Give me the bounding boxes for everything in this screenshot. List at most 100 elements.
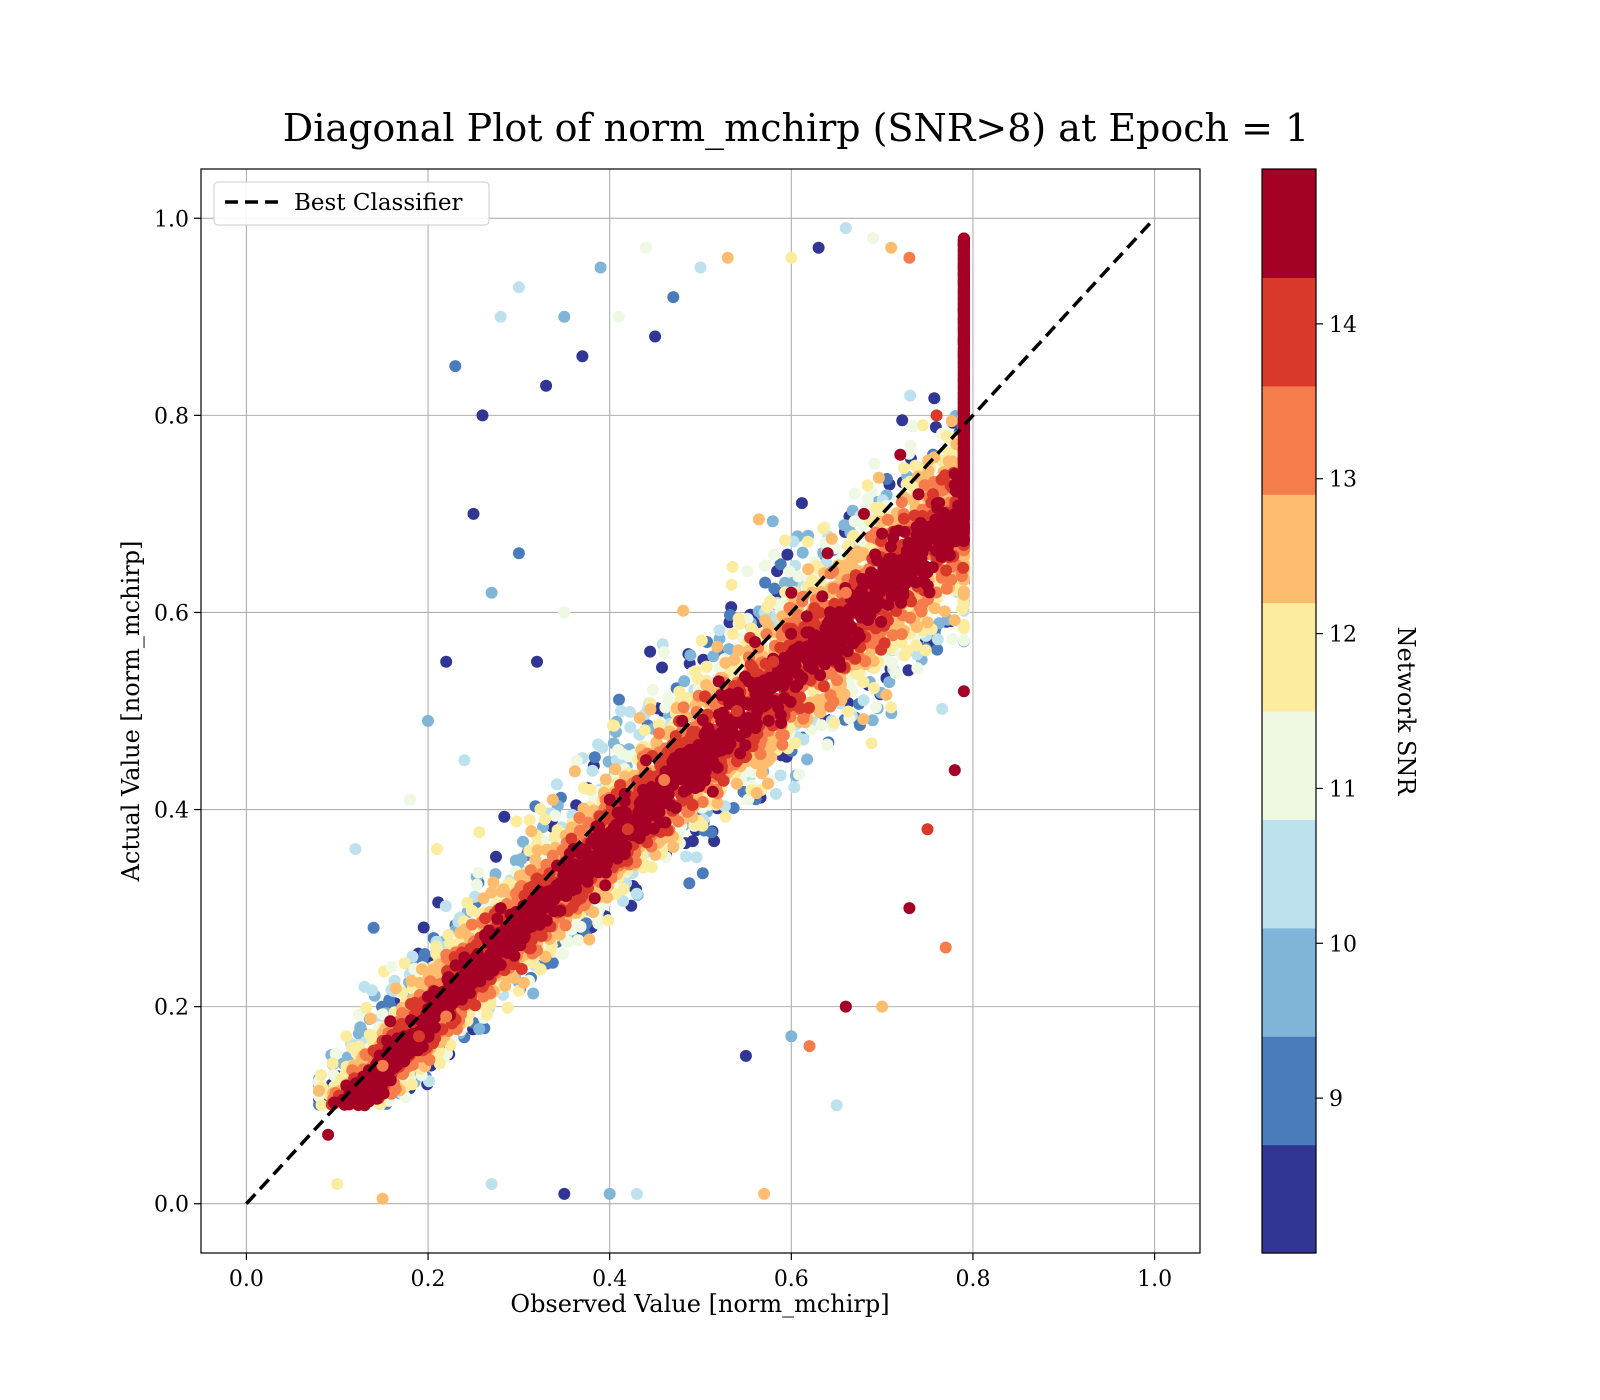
scatter-point — [418, 948, 431, 961]
scatter-point — [916, 419, 929, 432]
scatter-point — [865, 737, 878, 750]
scatter-point — [957, 634, 970, 647]
scatter-point — [601, 891, 614, 904]
scatter-point — [517, 835, 529, 848]
scatter-point — [793, 768, 806, 781]
scatter-point — [517, 976, 530, 989]
scatter-point — [546, 793, 559, 806]
scatter-point — [904, 439, 917, 452]
scatter-point — [857, 713, 870, 726]
scatter-point — [885, 701, 897, 714]
scatter-point — [559, 919, 572, 932]
scatter-point — [360, 1001, 373, 1014]
scatter-point — [417, 921, 430, 934]
scatter-point — [609, 763, 622, 776]
scatter-point — [948, 614, 961, 627]
scatter-point — [813, 705, 826, 717]
scatter-point — [909, 459, 922, 472]
scatter-point — [817, 680, 830, 693]
chart-title: Diagonal Plot of norm_mchirp (SNR>8) at … — [283, 106, 1309, 151]
scatter-point — [726, 560, 739, 573]
scatter-point — [550, 778, 563, 791]
scatter-point — [439, 900, 452, 913]
scatter-point — [775, 728, 788, 741]
scatter-point — [690, 851, 703, 864]
scatter-point — [686, 799, 699, 811]
scatter-point — [539, 813, 551, 826]
scatter-point — [398, 957, 411, 970]
scatter-point — [728, 653, 741, 666]
scatter-point — [857, 694, 870, 707]
scatter-point — [762, 777, 774, 790]
scatter-point — [705, 826, 718, 839]
scatter-point — [919, 644, 932, 657]
scatter-point — [497, 883, 510, 896]
scatter-point — [851, 545, 864, 558]
scatter-point — [644, 645, 657, 658]
scatter-point — [696, 867, 709, 880]
scatter-point — [719, 810, 732, 823]
scatter-point — [755, 767, 768, 780]
scatter-point — [957, 599, 970, 612]
scatter-point — [584, 783, 597, 796]
scatter-point — [821, 738, 834, 751]
scatter-point — [867, 682, 880, 694]
scatter-point — [461, 896, 474, 909]
scatter-point — [363, 1028, 376, 1041]
scatter-point — [430, 940, 443, 953]
scatter-point — [433, 1057, 446, 1070]
scatter-point — [677, 701, 690, 714]
scatter-point — [406, 950, 419, 963]
scatter-point — [861, 479, 874, 492]
scatter-point — [624, 721, 637, 734]
scatter-point — [734, 618, 746, 630]
scatter-point — [732, 644, 745, 657]
scatter-point — [827, 582, 840, 595]
scatter-point — [315, 1099, 328, 1111]
scatter-point — [904, 389, 917, 402]
scatter-point — [473, 1023, 486, 1035]
scatter-point — [549, 809, 562, 822]
scatter-point — [657, 646, 670, 659]
scatter-point — [957, 561, 970, 574]
scatter-point — [828, 716, 841, 729]
scatter-point — [364, 1012, 377, 1025]
scatter-point — [881, 513, 894, 526]
scatter-point — [779, 534, 791, 547]
scatter-point — [788, 781, 801, 794]
scatter-point — [692, 672, 704, 685]
scatter-point — [653, 718, 665, 731]
scatter-point — [680, 850, 693, 863]
scatter-point — [774, 558, 787, 571]
scatter-point — [602, 914, 615, 927]
scatter-point — [667, 841, 680, 853]
scatter-point — [792, 570, 805, 583]
scatter-point — [741, 565, 754, 578]
scatter-point — [711, 640, 724, 653]
scatter-point — [750, 787, 763, 800]
scatter-point — [898, 649, 911, 662]
scatter-point — [957, 618, 970, 631]
scatter-point — [630, 887, 643, 900]
scatter-point — [510, 815, 523, 828]
scatter-point — [376, 1008, 389, 1021]
scatter-point — [921, 616, 934, 629]
scatter-point — [825, 532, 838, 545]
scatter-point — [906, 420, 919, 433]
scatter-point — [749, 757, 762, 770]
scatter-point — [572, 934, 585, 947]
scatter-point — [615, 705, 627, 717]
scatter-point — [583, 933, 596, 946]
scatter-point — [931, 643, 944, 656]
scatter-point — [936, 702, 949, 715]
scatter-point — [499, 979, 512, 992]
scatter-point — [758, 559, 771, 572]
scatter-point — [842, 705, 855, 718]
scatter-point — [940, 564, 953, 577]
scatter-point — [783, 565, 796, 578]
scatter-point — [802, 563, 815, 576]
scatter-point — [868, 457, 881, 470]
scatter-point — [531, 844, 544, 857]
scatter-point — [612, 744, 625, 756]
scatter-point — [477, 892, 490, 905]
